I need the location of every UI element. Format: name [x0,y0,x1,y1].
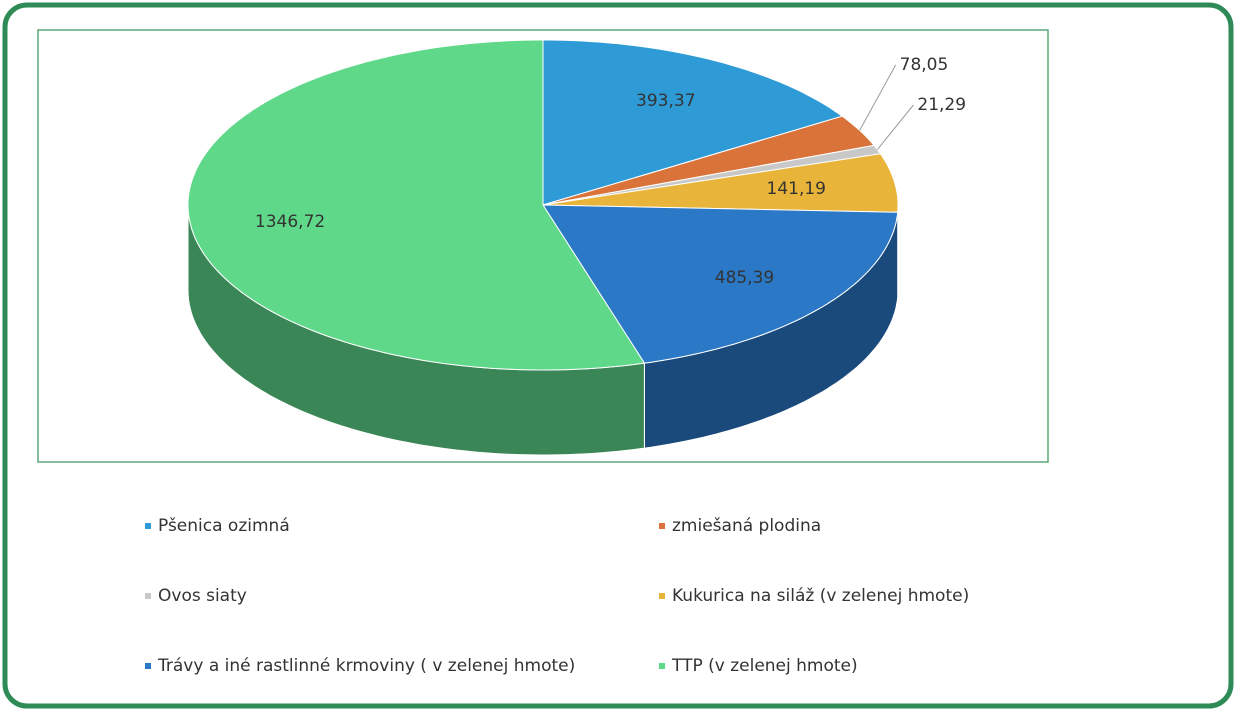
data-label: 21,29 [917,95,966,115]
data-label: 485,39 [715,268,774,288]
legend-label: TTP (v zelenej hmote) [671,656,858,676]
legend-swatch [145,523,151,529]
legend-label: Kukurica na siláž (v zelenej hmote) [672,586,969,606]
data-label: 78,05 [900,55,949,75]
legend-label: Trávy a iné rastlinné krmoviny ( v zelen… [157,656,575,676]
legend-label: Pšenica ozimná [158,516,290,536]
legend-swatch [145,663,151,669]
legend-swatch [659,663,665,669]
data-label: 1346,72 [255,212,325,232]
legend-label: Ovos siaty [158,586,247,606]
legend-swatch [659,523,665,529]
legend-swatch [145,593,151,599]
legend-label: zmiešaná plodina [672,516,821,536]
data-label: 141,19 [767,179,826,199]
legend-swatch [659,593,665,599]
data-label: 393,37 [636,91,695,111]
